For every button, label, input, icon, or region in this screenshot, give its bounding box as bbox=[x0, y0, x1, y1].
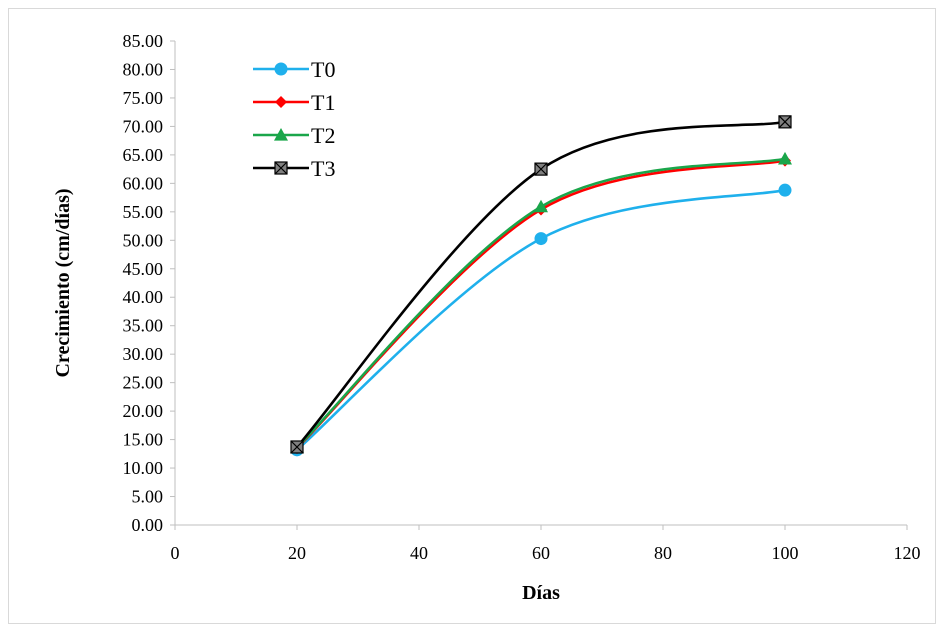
y-tick-label: 45.00 bbox=[123, 259, 164, 279]
x-axis-title: Días bbox=[522, 582, 560, 604]
legend-item-t0: T0 bbox=[253, 57, 335, 82]
y-tick-label: 55.00 bbox=[123, 202, 164, 222]
x-tick-label: 20 bbox=[288, 543, 306, 563]
data-point-t3 bbox=[778, 115, 792, 129]
y-tick-label: 15.00 bbox=[123, 430, 164, 450]
series-t1 bbox=[291, 154, 791, 455]
data-point-t3 bbox=[290, 440, 304, 454]
y-tick-label: 30.00 bbox=[123, 344, 164, 364]
y-tick-label: 35.00 bbox=[123, 316, 164, 336]
y-tick-label: 10.00 bbox=[123, 458, 164, 478]
y-tick-label: 65.00 bbox=[123, 145, 164, 165]
legend: T0 T1 T2 T3 bbox=[253, 57, 335, 181]
legend-marker bbox=[275, 96, 287, 108]
x-tick-label: 60 bbox=[532, 543, 550, 563]
x-tick-label: 120 bbox=[894, 543, 921, 563]
data-point-t0 bbox=[778, 183, 792, 197]
legend-label: T2 bbox=[311, 123, 335, 148]
y-tick-label: 40.00 bbox=[123, 287, 164, 307]
series-t0 bbox=[290, 183, 792, 457]
chart-frame: 0.00 5.00 10.00 15.00 20.00 25.00 30.00 35.00 40… bbox=[8, 8, 936, 624]
axes bbox=[174, 41, 907, 526]
legend-marker bbox=[274, 128, 288, 141]
legend-item-t3: T3 bbox=[253, 156, 335, 181]
y-tick-label: 70.00 bbox=[123, 116, 164, 136]
legend-label: T3 bbox=[311, 156, 335, 181]
legend-marker bbox=[274, 161, 288, 175]
x-tick-label: 80 bbox=[654, 543, 672, 563]
y-tick-label: 0.00 bbox=[132, 515, 164, 535]
legend-label: T0 bbox=[311, 57, 335, 82]
data-point-t2 bbox=[778, 151, 792, 165]
x-tick-label: 0 bbox=[171, 543, 180, 563]
y-tick-label: 20.00 bbox=[123, 401, 164, 421]
y-tick-label: 75.00 bbox=[123, 88, 164, 108]
x-tick-label: 100 bbox=[772, 543, 799, 563]
x-tick-labels: 0 20 40 60 80 100 120 bbox=[171, 525, 921, 563]
data-point-t3 bbox=[534, 162, 548, 176]
y-tick-label: 25.00 bbox=[123, 373, 164, 393]
data-point-t2 bbox=[534, 199, 548, 213]
legend-label: T1 bbox=[311, 90, 335, 115]
y-axis-title: Crecimiento (cm/días) bbox=[52, 188, 74, 377]
legend-marker bbox=[274, 62, 288, 76]
legend-item-t2: T2 bbox=[253, 123, 335, 148]
series-group bbox=[290, 115, 792, 457]
series-t3 bbox=[290, 115, 792, 454]
line-chart: 0.00 5.00 10.00 15.00 20.00 25.00 30.00 35.00 40… bbox=[52, 31, 921, 604]
y-tick-label: 85.00 bbox=[123, 31, 164, 51]
y-tick-label: 80.00 bbox=[123, 59, 164, 79]
x-tick-label: 40 bbox=[410, 543, 428, 563]
legend-item-t1: T1 bbox=[253, 90, 335, 115]
y-tick-label: 60.00 bbox=[123, 173, 164, 193]
series-line-t0 bbox=[296, 188, 786, 451]
data-point-t0 bbox=[534, 232, 548, 246]
y-tick-label: 50.00 bbox=[123, 230, 164, 250]
y-tick-labels: 0.00 5.00 10.00 15.00 20.00 25.00 30.00 35.00 40… bbox=[123, 31, 175, 535]
y-tick-label: 5.00 bbox=[132, 487, 164, 507]
